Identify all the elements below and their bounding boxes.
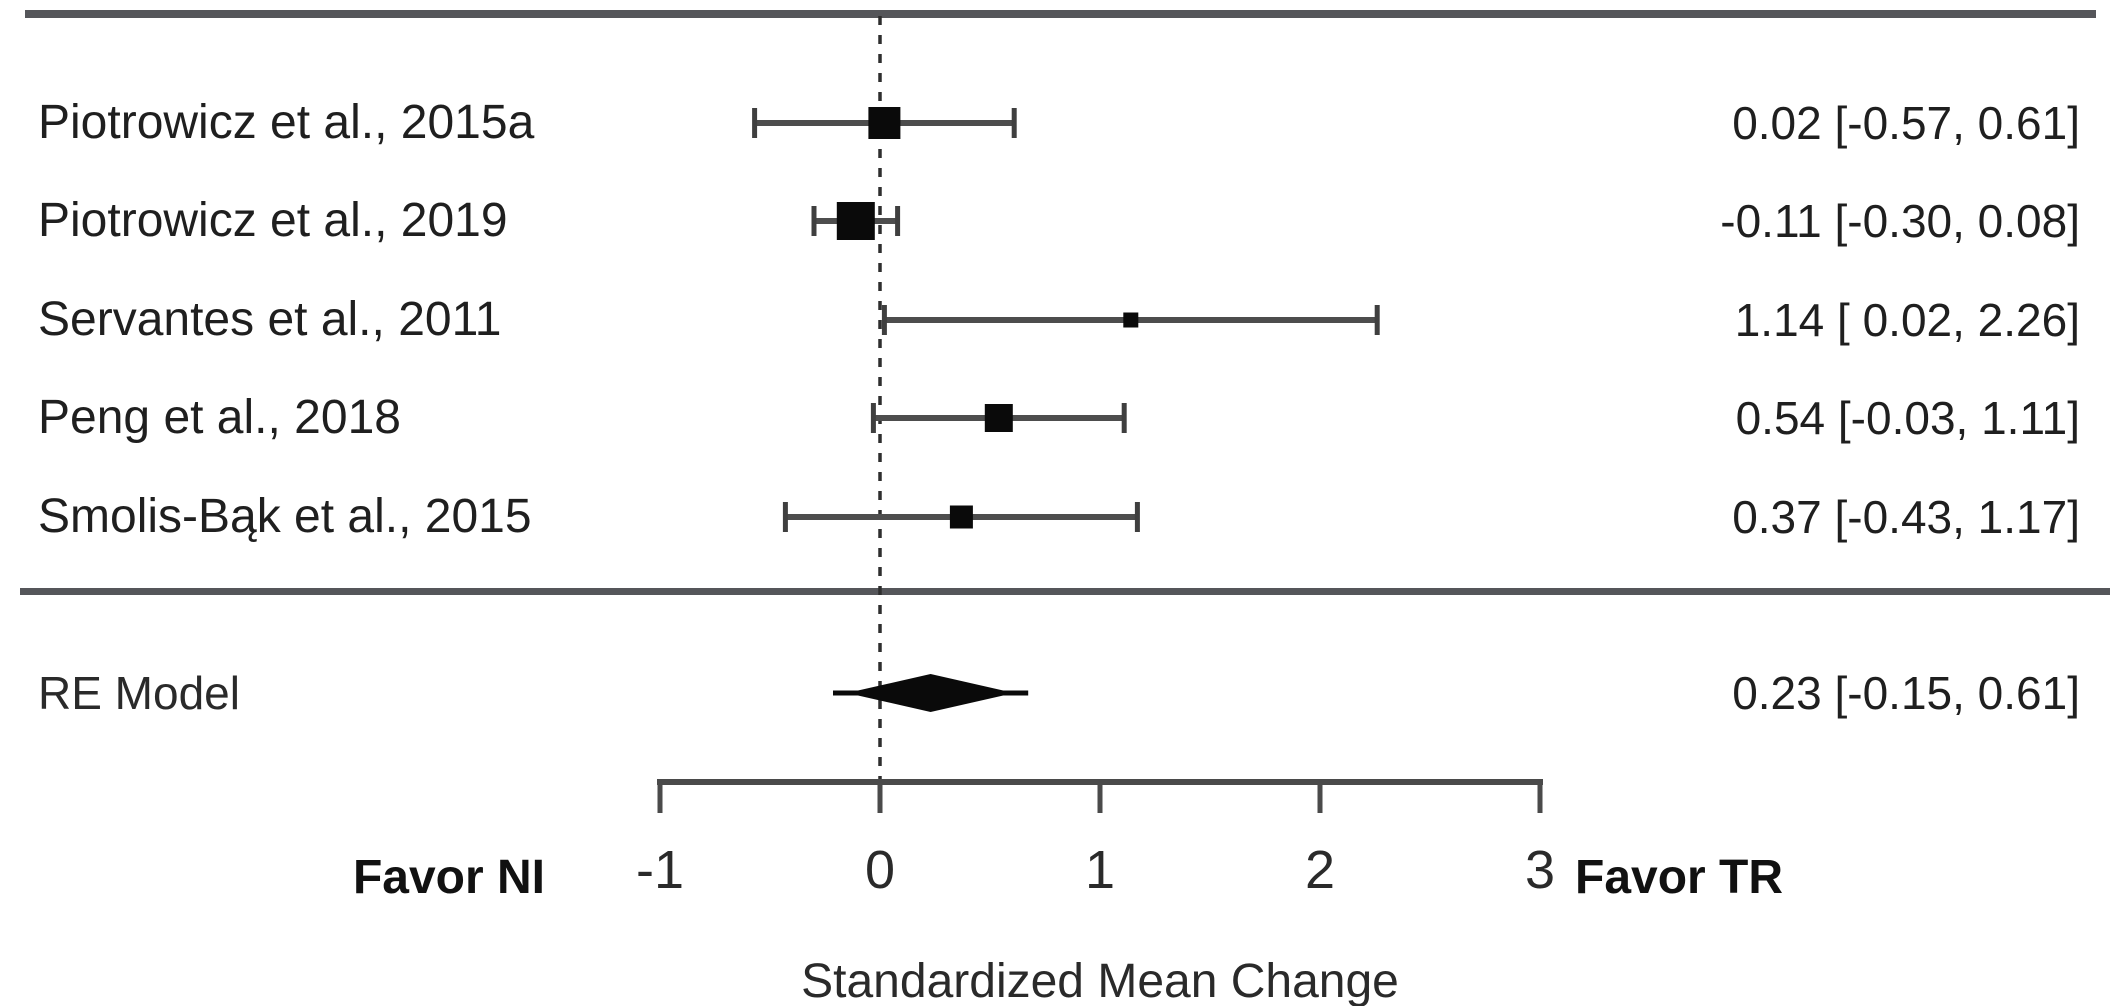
estimate-square	[1123, 312, 1139, 328]
estimate-square	[949, 505, 973, 529]
summary-ci-value: 0.23 [-0.15, 0.61]	[1732, 667, 2080, 719]
summary-label: RE Model	[38, 667, 240, 719]
study-label: Smolis-Bąk et al., 2015	[38, 490, 532, 543]
top-rule	[25, 10, 2096, 18]
x-axis-title: Standardized Mean Change	[801, 955, 1399, 1006]
favor-left-label: Favor NI	[352, 851, 545, 904]
favor-right-label: Favor TR	[1575, 851, 1784, 904]
estimate-square	[836, 202, 875, 240]
x-tick-label: 1	[1084, 840, 1116, 900]
study-label: Piotrowicz et al., 2019	[38, 194, 508, 247]
study-label: Peng et al., 2018	[38, 391, 401, 444]
ci-value: 0.37 [-0.43, 1.17]	[1732, 491, 2080, 543]
estimate-square	[984, 404, 1013, 432]
ci-value: 1.14 [ 0.02, 2.26]	[1734, 294, 2080, 346]
x-tick-label: 0	[864, 840, 896, 900]
x-tick-label: 3	[1524, 840, 1556, 900]
summary-diamond	[847, 674, 1015, 712]
estimate-square	[868, 107, 901, 139]
separator-rule	[20, 588, 2110, 595]
ci-value: -0.11 [-0.30, 0.08]	[1720, 195, 2080, 247]
x-tick-label: 2	[1304, 840, 1336, 900]
x-tick-label: -1	[635, 840, 684, 900]
study-label: Piotrowicz et al., 2015a	[38, 96, 535, 149]
ci-value: 0.54 [-0.03, 1.11]	[1735, 392, 2080, 444]
study-label: Servantes et al., 2011	[38, 293, 502, 346]
ci-value: 0.02 [-0.57, 0.61]	[1732, 97, 2080, 149]
